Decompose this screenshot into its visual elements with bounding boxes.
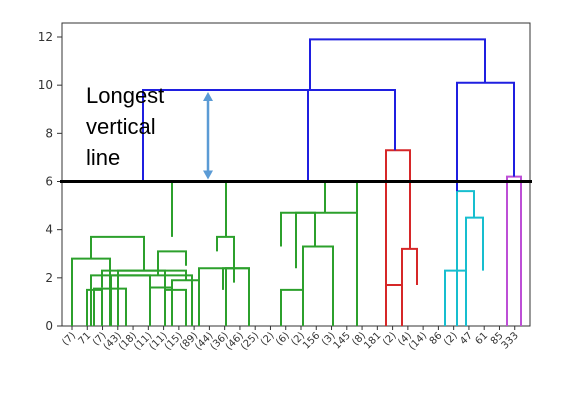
dendrogram-link-17 [280,288,304,326]
links-layer [71,38,522,326]
leaf-label: (14) [407,330,429,352]
annotation-text-line: vertical [86,114,156,139]
annotation-text-line: line [86,145,120,170]
x-axis: (7)71(7)(43)(18)(11)(11)(15)(89)(44)(36)… [60,326,521,353]
y-axis: 0 2 4 6 8 10 12 [38,30,62,333]
dendrogram-link-32 [309,38,486,90]
dendrogram-link-27 [456,190,475,326]
leaf-label: (25) [239,330,261,352]
y-tick-label: 4 [45,223,53,237]
dendrogram-link-11 [198,267,235,283]
dendrogram-link-31 [225,88,396,151]
plot-area [61,22,531,327]
dendrogram-link-24 [385,149,411,326]
y-tick-label: 12 [38,30,53,44]
dendrogram-link-16 [225,267,250,326]
y-tick-label: 6 [45,175,53,189]
y-tick-label: 2 [45,271,53,285]
arrow-head-up-icon [203,91,213,101]
y-tick-label: 10 [38,78,53,92]
arrow-head-down-icon [203,170,213,180]
y-tick-label: 8 [45,126,53,140]
y-tick-label: 0 [45,319,53,333]
leaf-label: 333 [500,330,521,351]
annotation-text-line: Longest [86,83,164,108]
dendrogram-link-6 [171,279,200,326]
leaf-label: 61 [474,330,491,347]
annotation-layer: Longest vertical line [60,83,532,183]
dendrogram-link-15 [90,274,193,326]
dendrogram-link-20 [280,211,358,326]
leaf-label: 71 [77,330,94,347]
dendrogram-link-13 [216,235,235,269]
leaf-label: 47 [458,330,475,347]
dendrogram-link-10 [157,250,187,276]
dendrogram-link-18 [302,245,334,326]
dendrogram-link-9 [90,235,145,271]
leaf-label: 86 [428,330,445,347]
